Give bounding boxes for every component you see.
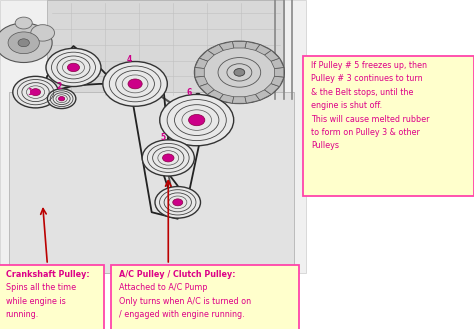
Circle shape [8,32,39,54]
Text: while engine is: while engine is [6,297,65,306]
Circle shape [234,69,245,76]
Circle shape [142,140,194,176]
FancyBboxPatch shape [0,265,104,329]
Circle shape [0,23,52,63]
Polygon shape [264,50,280,61]
Text: 4: 4 [127,55,132,64]
Circle shape [155,187,201,218]
Circle shape [67,63,80,72]
Circle shape [163,154,174,162]
Circle shape [31,25,55,41]
Circle shape [103,62,167,106]
Polygon shape [208,90,223,100]
Text: Pulleys: Pulleys [311,141,339,150]
Polygon shape [199,84,214,94]
Circle shape [30,89,41,96]
Circle shape [58,96,65,101]
Polygon shape [245,41,260,50]
Polygon shape [195,58,208,68]
Circle shape [47,89,76,109]
Text: / engaged with engine running.: / engaged with engine running. [119,310,245,319]
Text: 2: 2 [56,82,62,91]
Polygon shape [232,41,246,48]
FancyBboxPatch shape [303,56,474,196]
Text: A/C Pulley / Clutch Pulley:: A/C Pulley / Clutch Pulley: [119,270,236,279]
Circle shape [160,94,234,146]
Polygon shape [199,50,214,61]
Bar [47,0,284,99]
Text: Attached to A/C Pump: Attached to A/C Pump [119,283,208,292]
Text: Only turns when A/C is turned on: Only turns when A/C is turned on [119,297,252,306]
Bar [9,92,294,273]
Polygon shape [219,94,234,103]
Polygon shape [208,44,223,55]
Polygon shape [232,97,246,103]
Text: If Pulley # 5 freezes up, then: If Pulley # 5 freezes up, then [311,61,428,70]
Polygon shape [271,76,284,87]
Text: Spins all the time: Spins all the time [6,283,76,292]
Circle shape [13,76,58,108]
Text: 5: 5 [161,133,166,142]
Polygon shape [195,76,208,87]
Text: & the Belt stops, until the: & the Belt stops, until the [311,88,414,97]
Text: 6: 6 [187,88,192,97]
Circle shape [18,39,29,47]
Polygon shape [245,94,260,103]
Polygon shape [219,41,234,50]
Circle shape [46,48,101,87]
Circle shape [194,41,284,104]
FancyBboxPatch shape [111,265,299,329]
Polygon shape [255,90,271,100]
Polygon shape [255,44,271,55]
Circle shape [189,114,205,126]
Polygon shape [271,58,284,68]
Text: 1: 1 [27,88,33,97]
Circle shape [128,79,142,89]
Circle shape [15,17,32,29]
Polygon shape [264,84,280,94]
Text: Pulley # 3 continues to turn: Pulley # 3 continues to turn [311,74,423,83]
Polygon shape [274,67,284,77]
Polygon shape [195,67,204,77]
Circle shape [173,199,183,206]
Bar [0,0,306,273]
Text: to form on Pulley 3 & other: to form on Pulley 3 & other [311,128,420,137]
Text: This will cause melted rubber: This will cause melted rubber [311,114,430,123]
Text: running.: running. [6,310,39,319]
Text: Crankshaft Pulley:: Crankshaft Pulley: [6,270,89,279]
Text: engine is shut off.: engine is shut off. [311,101,383,110]
